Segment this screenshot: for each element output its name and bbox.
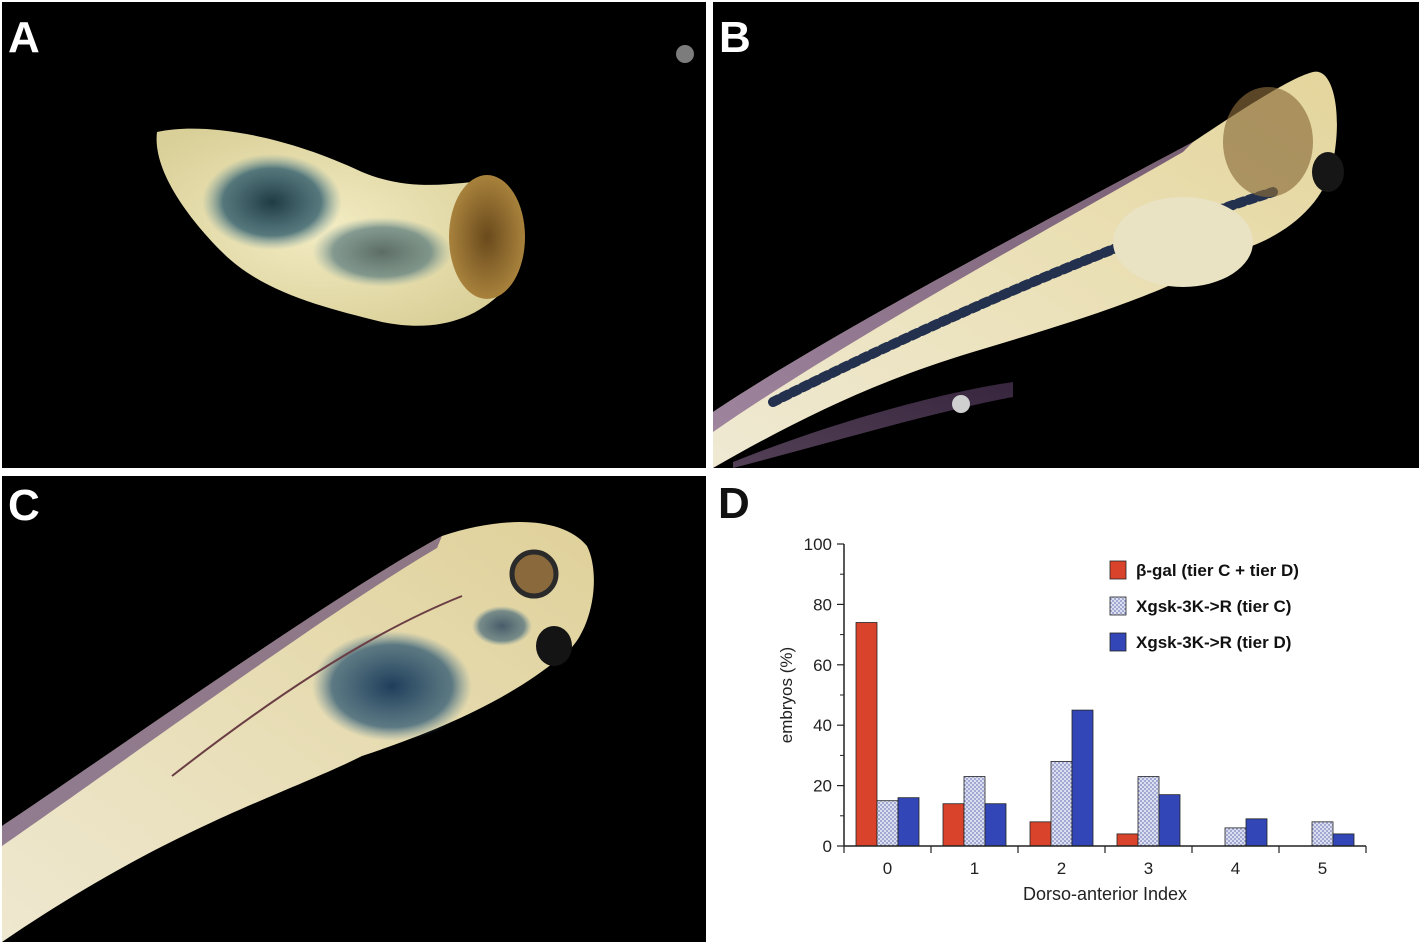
bar-s0-c0 [855, 622, 878, 847]
legend-swatch-0 [1109, 560, 1127, 580]
y-tick-label: 0 [823, 837, 832, 856]
x-tick-label: 0 [883, 859, 892, 878]
legend-label-1: Xgsk-3K->R (tier C) [1136, 597, 1291, 616]
panel-b-photo: B [713, 2, 1419, 468]
bar-s0-c2 [1029, 821, 1052, 847]
bar-s2-c4 [1245, 818, 1268, 847]
y-tick-label: 80 [813, 595, 832, 614]
bar-s0-c3 [1116, 833, 1139, 847]
bar-s1-c3 [1137, 776, 1160, 847]
embryo-a-illustration [156, 45, 694, 326]
panel-d-chart: D 0 20 40 60 80 100 0 1 2 3 4 5 Dorso-anterior Index… [712, 476, 1419, 942]
x-tick-label: 2 [1057, 859, 1066, 878]
bar-s2-c1 [984, 803, 1007, 847]
bar-chart: 0 20 40 60 80 100 0 1 2 3 4 5 Dorso-anterior Index em… [777, 535, 1367, 904]
bar-s1-c5 [1311, 821, 1334, 847]
y-tick-label: 60 [813, 656, 832, 675]
y-tick-label: 20 [813, 777, 832, 796]
panel-a-photo: A [2, 2, 706, 468]
panel-label-c: C [8, 481, 40, 530]
legend-label-2: Xgsk-3K->R (tier D) [1136, 633, 1291, 652]
bar-s1-c0 [876, 800, 899, 847]
x-tick-label: 1 [970, 859, 979, 878]
panel-label-a: A [8, 13, 40, 62]
embryo-b-illustration [713, 71, 1344, 468]
y-tick-label: 100 [804, 535, 832, 554]
bar-s2-c3 [1158, 794, 1181, 847]
bar-s2-c0 [897, 797, 920, 847]
bar-s1-c1 [963, 776, 986, 847]
y-tick-label: 40 [813, 716, 832, 735]
legend-swatch-2 [1109, 632, 1127, 652]
embryo-c-illustration [2, 522, 594, 942]
x-tick-label: 3 [1144, 859, 1153, 878]
bar-s0-c1 [942, 803, 965, 847]
legend-swatch-1 [1109, 596, 1127, 616]
panel-label-b: B [719, 13, 751, 62]
panel-c-photo: C [2, 476, 706, 942]
panel-label-d: D [718, 479, 750, 528]
x-axis-label: Dorso-anterior Index [1023, 884, 1187, 904]
bar-s1-c4 [1224, 827, 1247, 847]
bar-s2-c2 [1071, 709, 1094, 847]
y-axis-label: embryos (%) [777, 647, 796, 743]
bar-s1-c2 [1050, 761, 1073, 847]
bar-s2-c5 [1332, 833, 1355, 847]
legend-label-0: β-gal (tier C + tier D) [1136, 561, 1299, 580]
x-tick-label: 5 [1318, 859, 1327, 878]
x-tick-label: 4 [1231, 859, 1240, 878]
